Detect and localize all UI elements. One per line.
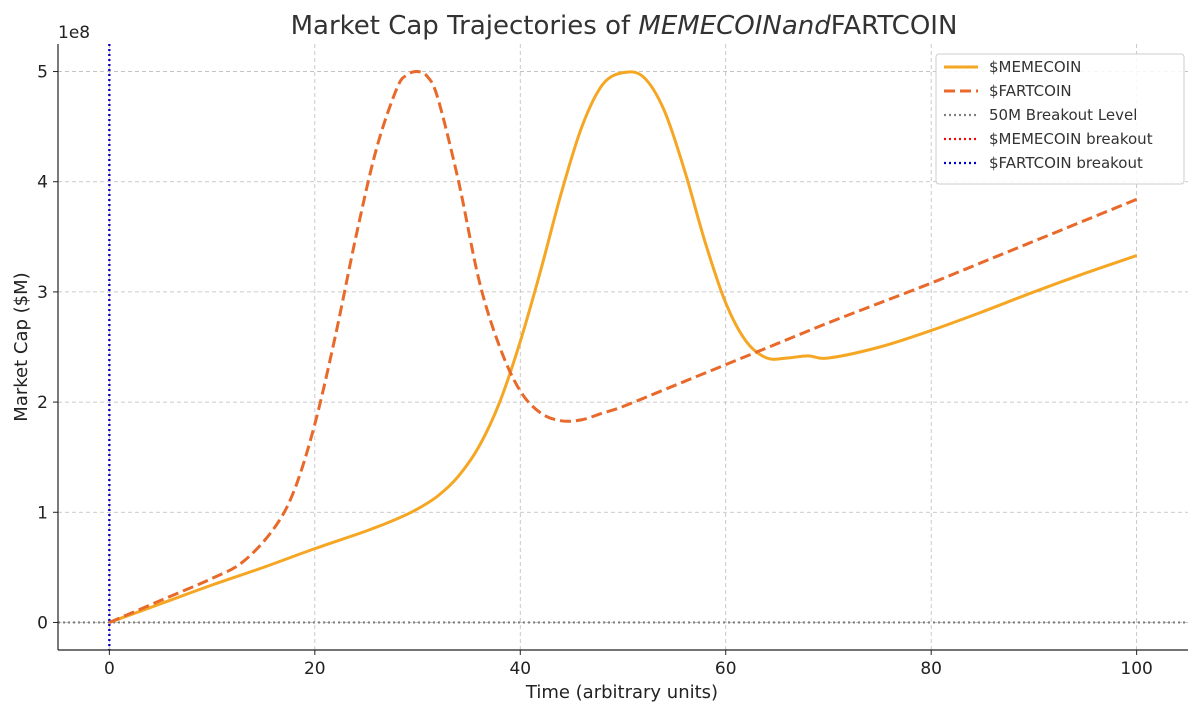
- legend-label-fartcoin: $FARTCOIN: [989, 82, 1072, 100]
- legend-label-memecoin: $MEMECOIN: [989, 58, 1081, 76]
- chart-title: Market Cap Trajectories of MEMECOINandFA…: [291, 11, 958, 41]
- tick-labels: 0 20 40 60 80 100 0 1 2 3 4 5: [37, 63, 1153, 679]
- x-tick-label: 20: [304, 659, 326, 679]
- x-tick-label: 100: [1120, 659, 1152, 679]
- y-tick-label: 0: [37, 613, 48, 633]
- y-tick-label: 2: [37, 393, 48, 413]
- y-offset-label: 1e8: [58, 23, 90, 43]
- legend: $MEMECOIN $FARTCOIN 50M Breakout Level $MEM…: [935, 53, 1185, 185]
- legend-label-memecoin-breakout: $MEMECOIN breakout: [989, 130, 1153, 148]
- reference-lines: [58, 44, 1188, 650]
- y-tick-label: 3: [37, 283, 48, 303]
- y-tick-label: 1: [37, 503, 48, 523]
- axes: [53, 44, 1188, 655]
- x-tick-label: 0: [104, 659, 115, 679]
- y-axis-label: Market Cap ($M): [11, 272, 32, 421]
- x-tick-label: 40: [509, 659, 531, 679]
- x-axis-label: Time (arbitrary units): [525, 682, 718, 703]
- legend-label-50m-breakout-level: 50M Breakout Level: [989, 106, 1137, 124]
- series-line-fartcoin: [108, 69, 1138, 624]
- x-tick-label: 80: [920, 659, 942, 679]
- series-line-memecoin: [108, 70, 1138, 624]
- series-lines: [108, 69, 1138, 624]
- x-tick-label: 60: [715, 659, 737, 679]
- legend-label-fartcoin-breakout: $FARTCOIN breakout: [989, 154, 1143, 172]
- y-tick-label: 4: [37, 173, 48, 193]
- y-tick-label: 5: [37, 63, 48, 83]
- legend-box: [935, 53, 1185, 185]
